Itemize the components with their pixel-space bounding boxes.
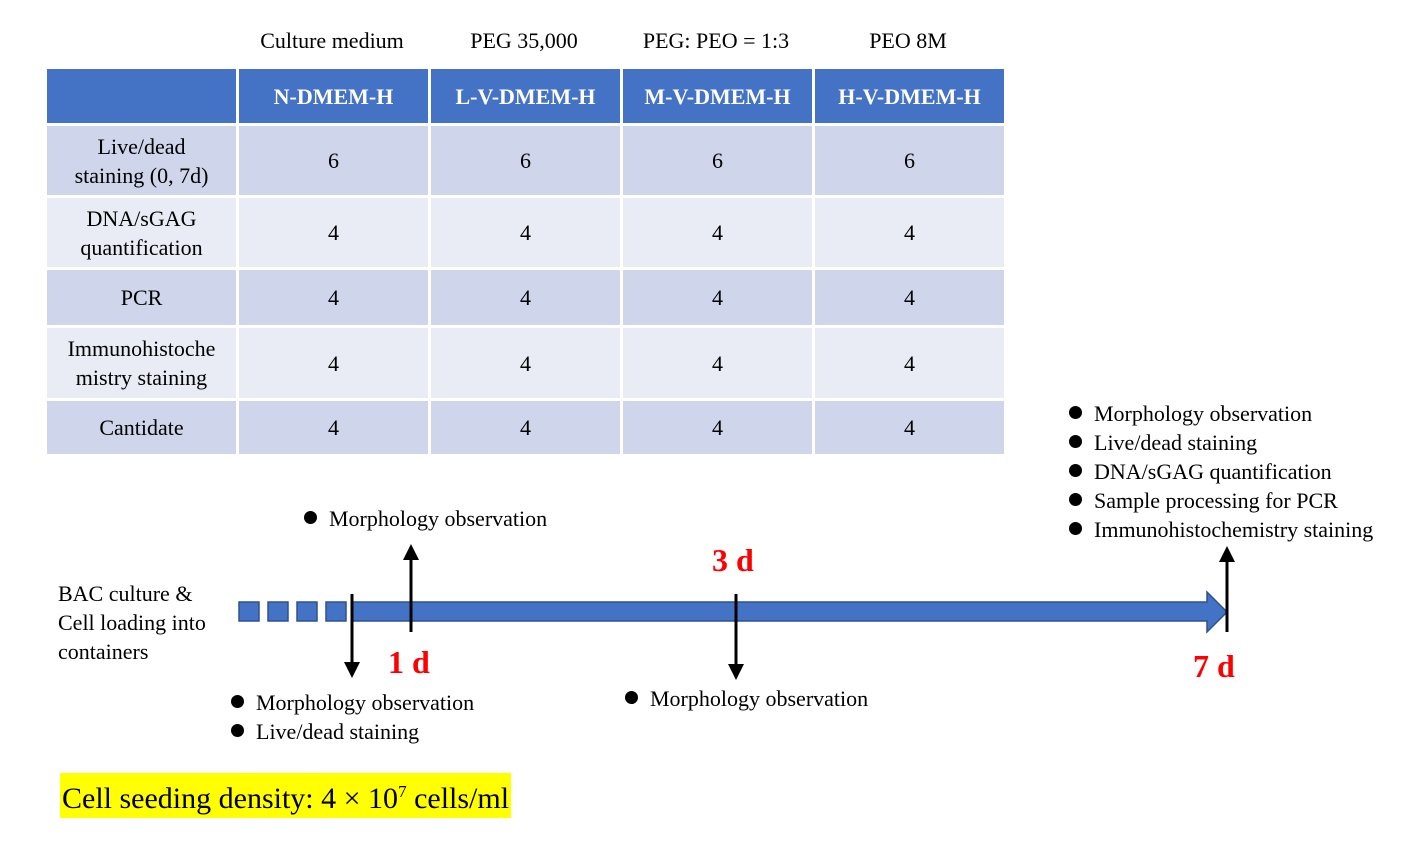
day-label-1d: 1 d <box>388 644 430 680</box>
day-label-7d: 7 d <box>1193 648 1235 684</box>
table-row: Immunohistoche mistry staining 4 4 4 4 <box>44 325 1007 401</box>
day-label-3d: 3 d <box>712 542 754 578</box>
table-cell: 4 <box>812 195 1007 270</box>
timeline-dash-4 <box>325 601 347 622</box>
table-header-row: N-DMEM-H L-V-DMEM-H M-V-DMEM-H H-V-DMEM-… <box>44 66 1007 126</box>
row-label: PCR <box>44 267 239 328</box>
table-row: DNA/sGAG quantification 4 4 4 4 <box>44 195 1007 270</box>
table-cell: 4 <box>812 398 1007 457</box>
day1-events: Morphology observation <box>304 504 547 533</box>
table-row: PCR 4 4 4 4 <box>44 267 1007 328</box>
table-cell: 4 <box>428 325 623 401</box>
table-row: Cantidate 4 4 4 4 <box>44 398 1007 457</box>
table-cell: 4 <box>620 325 815 401</box>
list-item: Immunohistochemistry staining <box>1069 515 1373 544</box>
timeline-start-label: BAC culture & Cell loading into containe… <box>58 581 206 664</box>
table-cell: 4 <box>812 267 1007 328</box>
table-cell: 4 <box>236 325 431 401</box>
table-cell: 6 <box>236 123 431 198</box>
table-cell: 6 <box>620 123 815 198</box>
table-row: Live/dead staining (0, 7d) 6 6 6 6 <box>44 123 1007 198</box>
row-label: DNA/sGAG quantification <box>44 195 239 270</box>
table-cell: 6 <box>428 123 623 198</box>
table-cell: 4 <box>812 325 1007 401</box>
sample-count-table: N-DMEM-H L-V-DMEM-H M-V-DMEM-H H-V-DMEM-… <box>44 66 1007 457</box>
day1-up-arrow <box>403 544 419 632</box>
timeline-arrow <box>351 590 1229 634</box>
table-cell: 4 <box>428 398 623 457</box>
day7-up-arrow <box>1219 546 1235 632</box>
table-cell: 4 <box>236 195 431 270</box>
day0-events: Morphology observation Live/dead stainin… <box>231 688 474 746</box>
header-cell-n-dmem-h: N-DMEM-H <box>236 66 431 126</box>
day7-events: Morphology observation Live/dead stainin… <box>1069 399 1373 544</box>
row-label: Cantidate <box>44 398 239 457</box>
column-note-3: PEG: PEO = 1:3 <box>642 28 790 53</box>
table-cell: 4 <box>236 267 431 328</box>
list-item: Morphology observation <box>231 688 474 717</box>
day3-events: Morphology observation <box>625 684 868 713</box>
column-note-4: PEO 8M <box>869 28 947 53</box>
table-cell: 4 <box>428 195 623 270</box>
table-cell: 4 <box>428 267 623 328</box>
list-item: Morphology observation <box>1069 399 1373 428</box>
table-cell: 4 <box>620 195 815 270</box>
row-label: Immunohistoche mistry staining <box>44 325 239 401</box>
table-cell: 6 <box>812 123 1007 198</box>
list-item: DNA/sGAG quantification <box>1069 457 1373 486</box>
column-note-2: PEG 35,000 <box>470 28 578 53</box>
header-cell-empty <box>44 66 239 126</box>
table-cell: 4 <box>236 398 431 457</box>
column-note-1: Culture medium <box>260 28 404 53</box>
table-cell: 4 <box>620 267 815 328</box>
timeline-dash-2 <box>267 601 289 622</box>
list-item: Live/dead staining <box>231 717 474 746</box>
table-cell: 4 <box>620 398 815 457</box>
list-item: Sample processing for PCR <box>1069 486 1373 515</box>
day0-down-arrow <box>344 594 360 678</box>
cell-seeding-density: Cell seeding density: 4 × 107 cells/ml <box>60 773 512 818</box>
header-cell-l-v-dmem-h: L-V-DMEM-H <box>428 66 623 126</box>
timeline-dash-3 <box>296 601 318 622</box>
list-item: Morphology observation <box>625 684 868 713</box>
list-item: Live/dead staining <box>1069 428 1373 457</box>
day3-down-arrow <box>728 594 744 680</box>
list-item: Morphology observation <box>304 504 547 533</box>
header-cell-m-v-dmem-h: M-V-DMEM-H <box>620 66 815 126</box>
header-cell-h-v-dmem-h: H-V-DMEM-H <box>812 66 1007 126</box>
row-label: Live/dead staining (0, 7d) <box>44 123 239 198</box>
timeline-dash-1 <box>238 601 260 622</box>
